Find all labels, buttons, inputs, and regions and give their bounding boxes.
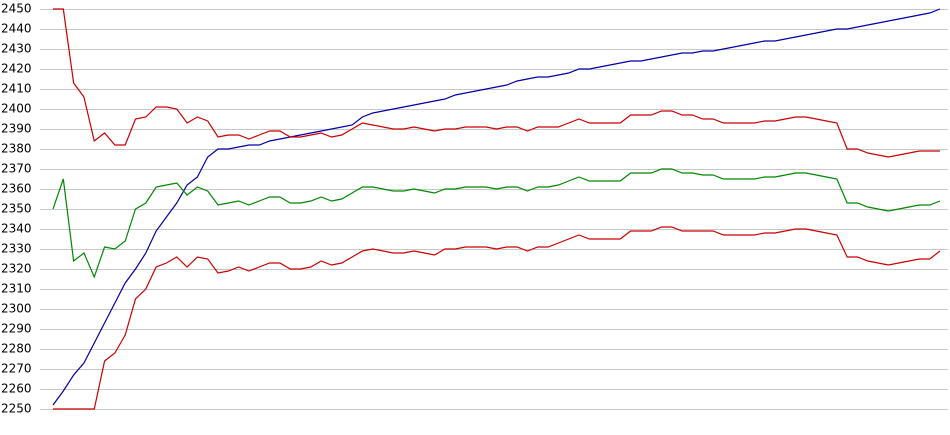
- series-line: [52, 168, 941, 279]
- y-tick-label: 2440: [1, 22, 32, 36]
- y-tick-label: 2380: [1, 142, 32, 156]
- y-tick-label: 2340: [1, 222, 32, 236]
- y-tick-label: 2400: [1, 102, 32, 116]
- y-tick-label: 2360: [1, 182, 32, 196]
- y-tick-label: 2370: [1, 162, 32, 176]
- y-tick-label: 2410: [1, 82, 32, 96]
- y-tick-label: 2390: [1, 122, 32, 136]
- y-tick-label: 2290: [1, 322, 32, 336]
- y-tick-label: 2350: [1, 202, 32, 216]
- y-tick-label: 2450: [1, 2, 32, 16]
- y-tick-label: 2420: [1, 62, 32, 76]
- y-tick-label: 2330: [1, 242, 32, 256]
- y-tick-label: 2300: [1, 302, 32, 316]
- y-tick-label: 2260: [1, 382, 32, 396]
- series-line: [52, 8, 941, 406]
- y-tick-label: 2430: [1, 42, 32, 56]
- series-line: [53, 226, 941, 410]
- y-tick-label: 2280: [1, 342, 32, 356]
- y-tick-label: 2270: [1, 362, 32, 376]
- y-tick-label: 2250: [1, 402, 32, 416]
- series-line: [53, 8, 940, 158]
- y-tick-label: 2320: [1, 262, 32, 276]
- y-tick-label: 2310: [1, 282, 32, 296]
